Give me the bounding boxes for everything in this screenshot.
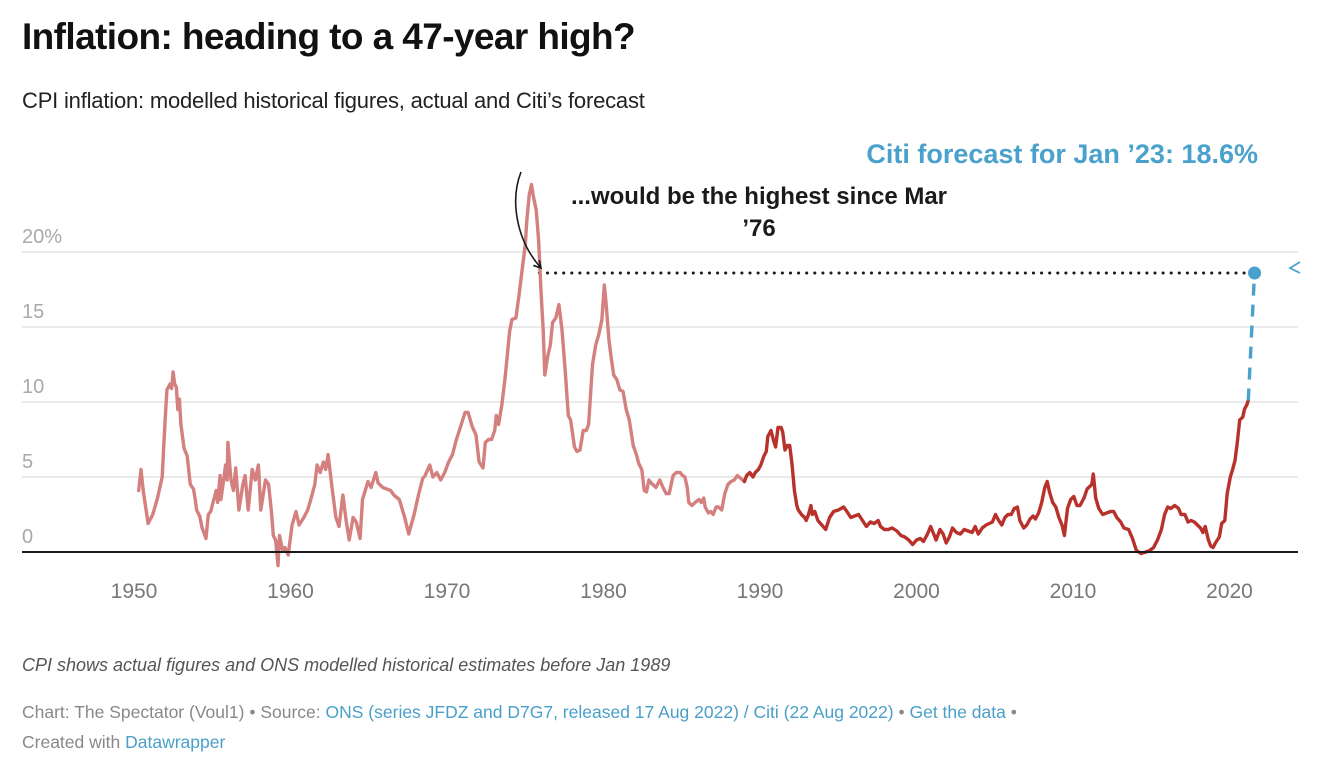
y-tick-label: 0 — [22, 526, 33, 548]
separator-dot: • — [249, 702, 256, 722]
created-with-label: Created with — [22, 732, 121, 752]
y-tick-label: 15 — [22, 301, 44, 323]
separator-dot: • — [898, 702, 905, 722]
x-tick-label: 2010 — [1050, 580, 1097, 603]
series-lines — [137, 182, 1262, 568]
y-tick-label: 20% — [22, 226, 62, 248]
curved-arrow-icon — [515, 171, 543, 270]
x-tick-label: 1960 — [267, 580, 314, 603]
annotations: ...would be the highest since Mar ’76 Ci… — [515, 139, 1301, 274]
chart-credit: Chart: The Spectator (Voul1) — [22, 702, 245, 722]
chart-title: Inflation: heading to a 47-year high? — [22, 16, 636, 57]
x-tick-label: 1970 — [424, 580, 471, 603]
x-axis-ticks: 1950 1960 1970 1980 1990 2000 2010 2020 — [111, 580, 1253, 603]
separator-dot: • — [1010, 702, 1017, 722]
chart-subtitle: CPI inflation: modelled historical figur… — [22, 88, 645, 113]
y-axis-ticks: 0 5 10 15 20% — [22, 226, 62, 548]
chart-footer: Chart: The Spectator (Voul1) • Source: O… — [22, 697, 1322, 757]
get-the-data-link[interactable]: Get the data — [909, 702, 1006, 722]
chart-notes: CPI shows actual figures and ONS modelle… — [22, 655, 671, 675]
gridlines — [22, 251, 1298, 478]
source-link[interactable]: ONS (series JFDZ and D7G7, released 17 A… — [325, 702, 894, 722]
series-line-modelled — [137, 182, 747, 568]
forecast-pointer-icon — [1288, 261, 1301, 274]
x-tick-label: 2000 — [893, 580, 940, 603]
series-line-forecast — [1246, 272, 1257, 401]
annotation-highest-since-line1: ...would be the highest since Mar — [571, 183, 947, 210]
source-label: Source: — [260, 702, 321, 722]
annotation-citi-forecast: Citi forecast for Jan ’23: 18.6% — [866, 139, 1258, 169]
series-line-actual — [742, 398, 1250, 556]
y-tick-label: 10 — [22, 376, 44, 398]
x-tick-label: 1950 — [111, 580, 158, 603]
x-tick-label: 1990 — [737, 580, 784, 603]
x-tick-label: 2020 — [1206, 580, 1253, 603]
x-tick-label: 1980 — [580, 580, 627, 603]
datawrapper-link[interactable]: Datawrapper — [125, 732, 226, 752]
forecast-point — [1248, 266, 1262, 280]
y-tick-label: 5 — [22, 451, 33, 473]
annotation-highest-since-line2: ’76 — [742, 215, 775, 242]
